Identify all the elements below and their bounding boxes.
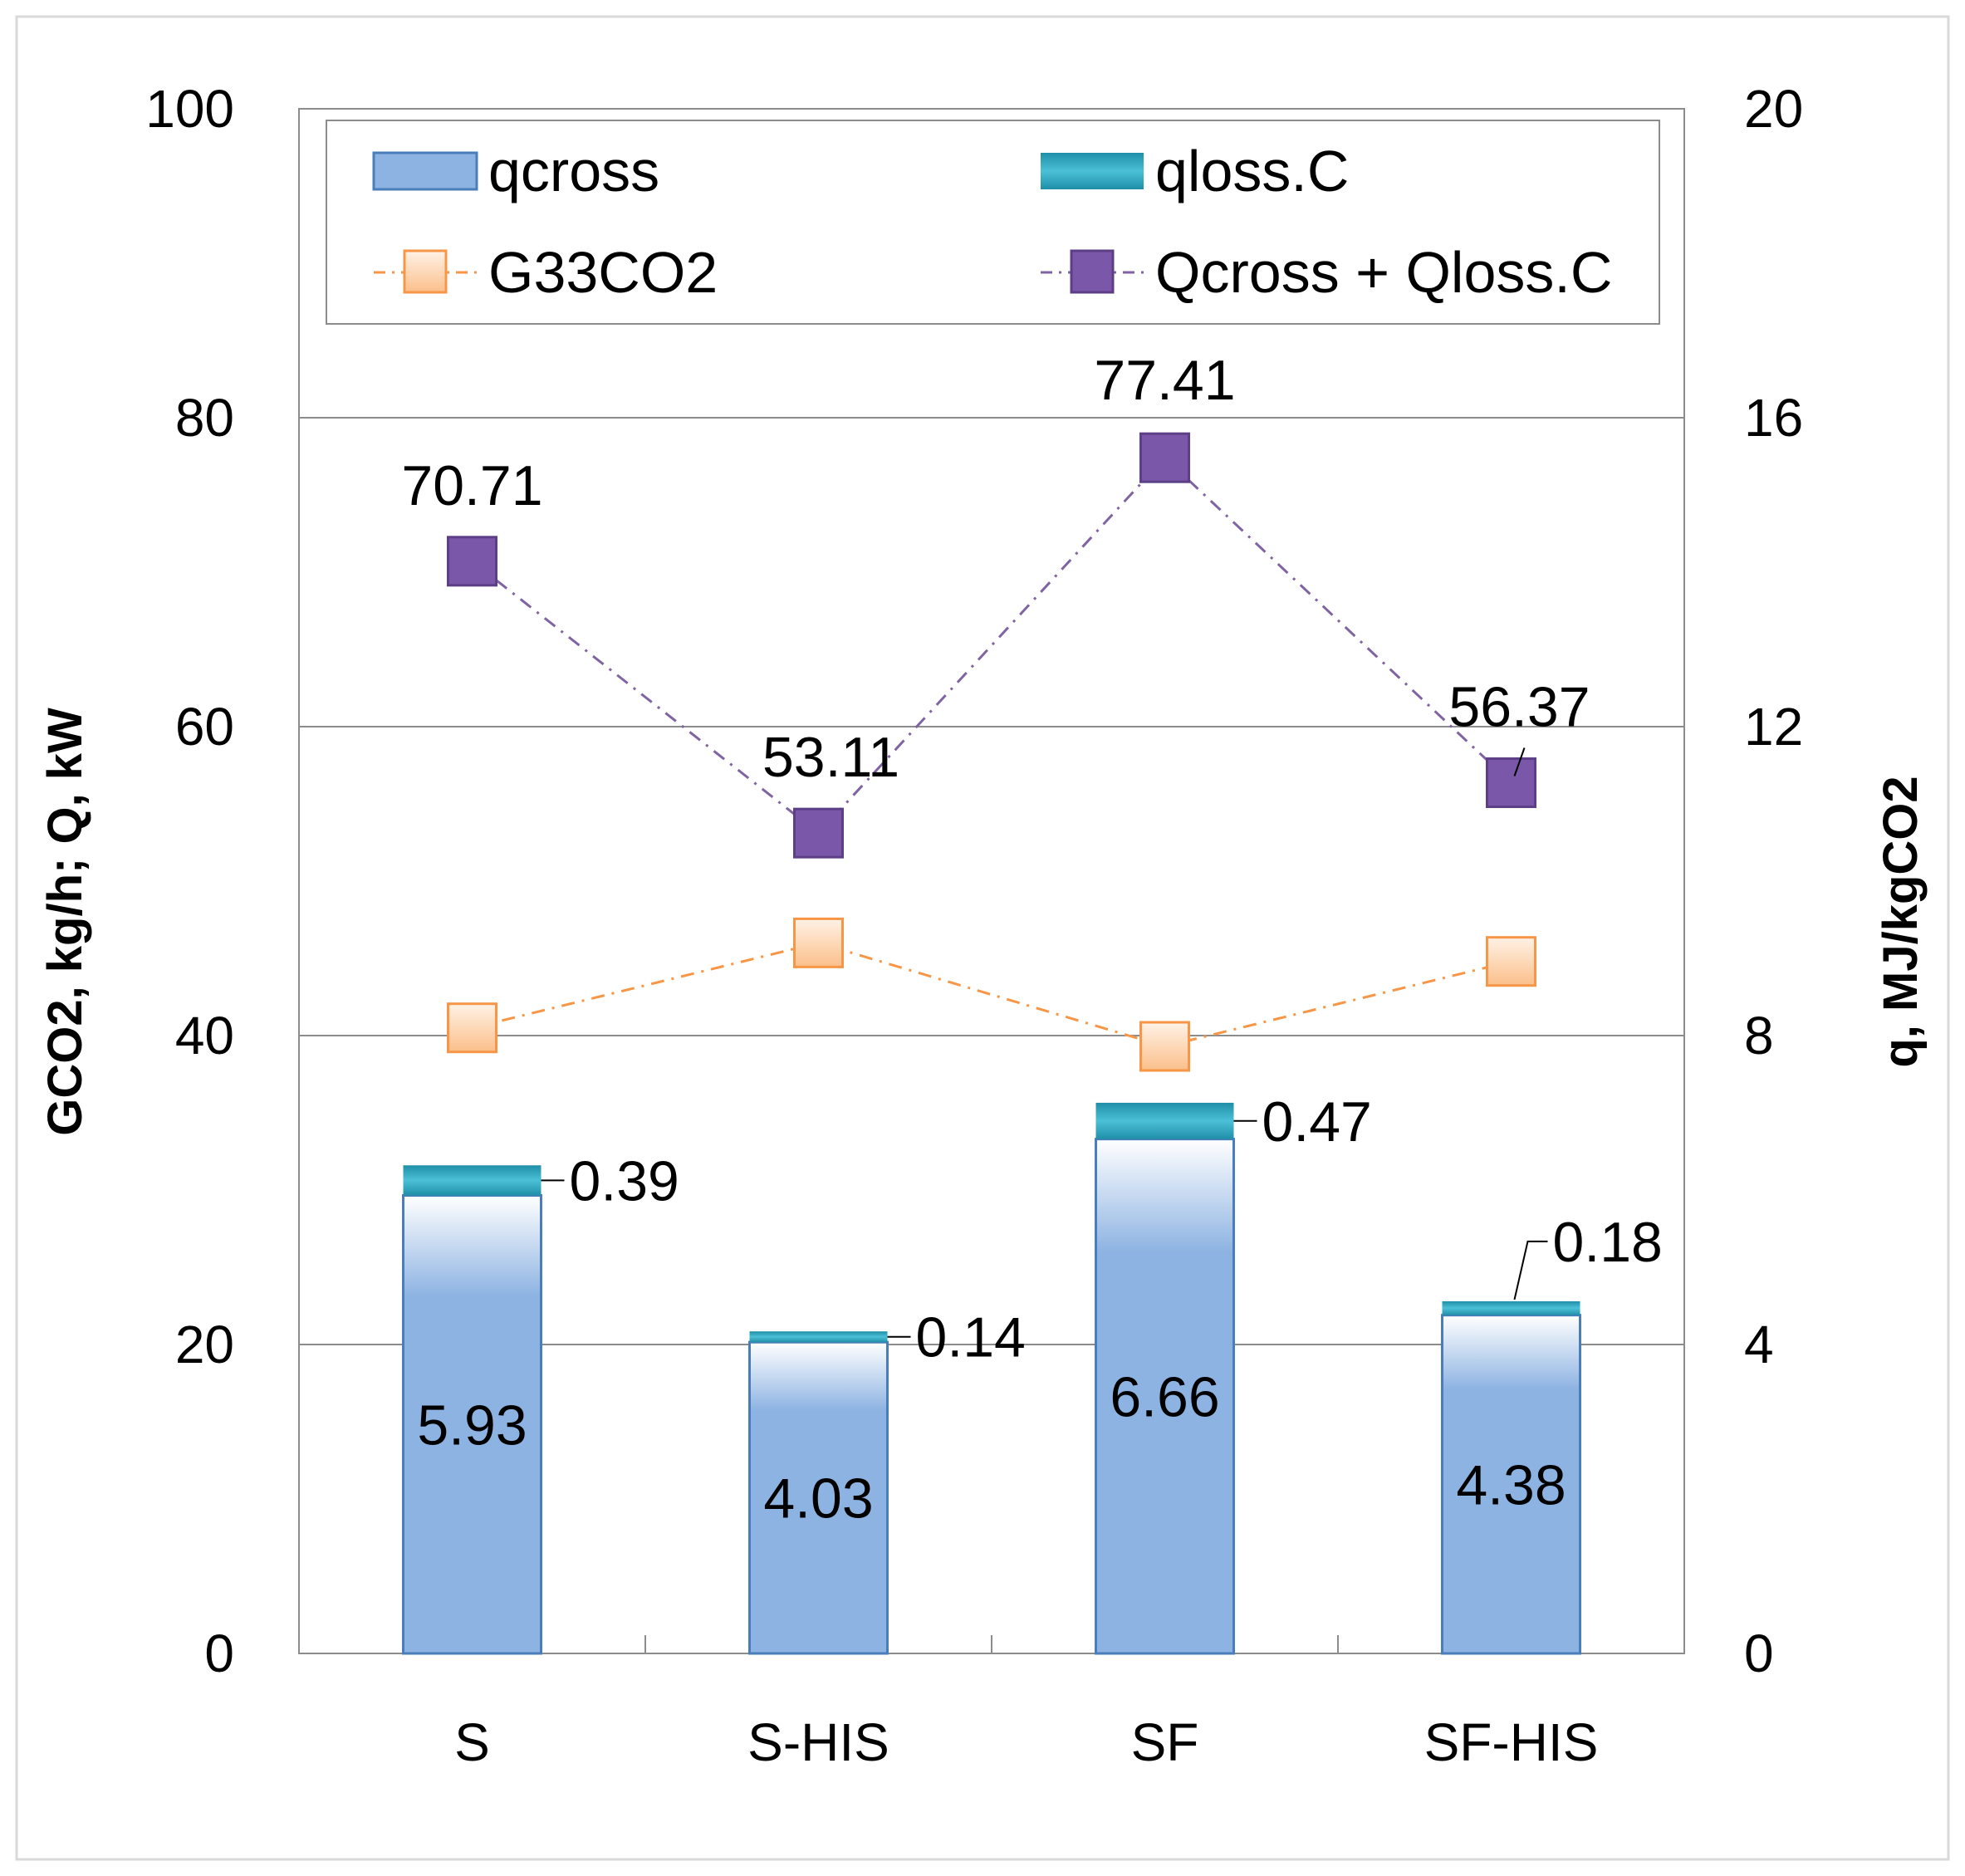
left-tick-label: 20 (175, 1315, 234, 1374)
x-tick-label: SF (1131, 1712, 1199, 1772)
qtotal-marker (447, 536, 497, 587)
x-tick-label: S-HIS (747, 1712, 889, 1772)
left-axis-ticks: 0 20 40 60 80 100 (145, 79, 234, 1683)
left-tick-label: 60 (175, 697, 234, 757)
qtotal-marker (793, 807, 844, 859)
qtotal-value-label: 70.71 (401, 454, 542, 517)
x-tick-label: S (454, 1712, 490, 1772)
x-axis-ticks: S S-HIS SF SF-HIS (454, 1635, 1598, 1772)
left-tick-label: 100 (145, 79, 234, 139)
legend-qtotal-marker (1070, 249, 1115, 294)
legend-qtotal-label: Qcross + Qloss.C (1155, 240, 1612, 305)
bar-qcross (748, 1340, 889, 1655)
right-axis-ticks: 0 4 8 12 16 20 (1744, 79, 1803, 1683)
legend-qcross-label: qcross (488, 139, 659, 203)
g33co2-marker (1486, 936, 1536, 987)
legend-qloss-label: qloss.C (1155, 139, 1349, 203)
qtotal-value-label: 53.11 (762, 726, 899, 789)
x-tick-label: SF-HIS (1424, 1712, 1599, 1772)
qcross-value-label: 5.93 (417, 1394, 527, 1457)
qtotal-leader (1513, 747, 1526, 776)
qloss-value-label: 0.39 (570, 1149, 679, 1212)
bars (402, 1102, 1581, 1655)
qloss-value-label: 0.18 (1553, 1211, 1663, 1274)
legend-qloss-swatch (1041, 153, 1144, 189)
left-axis-title: GCO2, kg/h; Q, kW (38, 708, 92, 1136)
bar-qcross (402, 1194, 542, 1655)
qloss-value-label: 0.47 (1262, 1090, 1372, 1154)
qcross-value-label: 4.38 (1456, 1453, 1566, 1516)
left-tick-label: 40 (175, 1006, 234, 1065)
legend-g33-marker (403, 249, 448, 294)
legend: qcross qloss.C G33CO2 Qcross + Qloss.C (326, 120, 1660, 325)
bar-qloss (749, 1331, 888, 1343)
bar-qloss (1095, 1102, 1234, 1139)
g33co2-marker (793, 917, 844, 968)
lines (447, 432, 1536, 1072)
right-tick-label: 20 (1744, 79, 1803, 139)
left-tick-label: 80 (175, 388, 234, 448)
bar-qcross (1441, 1314, 1581, 1655)
right-axis-title: q, MJ/kgCO2 (1874, 776, 1928, 1067)
qloss-value-label: 0.14 (916, 1306, 1026, 1369)
data-labels: 5.93 0.39 4.03 0.14 6.66 0.47 4.38 0.18 70.71 53.… (401, 349, 1662, 1530)
qcross-value-label: 4.03 (763, 1467, 873, 1531)
legend-box (326, 120, 1660, 325)
right-tick-label: 4 (1744, 1315, 1774, 1374)
bar-qloss (1442, 1300, 1580, 1315)
bar-qcross (1095, 1138, 1235, 1655)
right-tick-label: 0 (1744, 1624, 1774, 1683)
g33co2-marker (447, 1002, 497, 1054)
right-tick-label: 8 (1744, 1006, 1774, 1065)
legend-g33-label: G33CO2 (488, 240, 718, 305)
qloss-leader (1513, 1240, 1548, 1300)
qtotal-line (471, 456, 1512, 835)
qtotal-marker (1139, 432, 1190, 483)
qtotal-value-label: 56.37 (1448, 676, 1590, 739)
qtotal-marker (1486, 757, 1536, 809)
g33co2-line (472, 941, 1512, 1048)
right-tick-label: 16 (1744, 388, 1803, 448)
qcross-value-label: 6.66 (1110, 1365, 1219, 1428)
qtotal-value-label: 77.41 (1094, 349, 1235, 412)
bar-qloss (403, 1165, 541, 1196)
right-tick-label: 12 (1744, 697, 1803, 757)
legend-qcross-swatch (372, 151, 478, 191)
left-tick-label: 0 (204, 1624, 234, 1683)
g33co2-marker (1139, 1021, 1190, 1072)
